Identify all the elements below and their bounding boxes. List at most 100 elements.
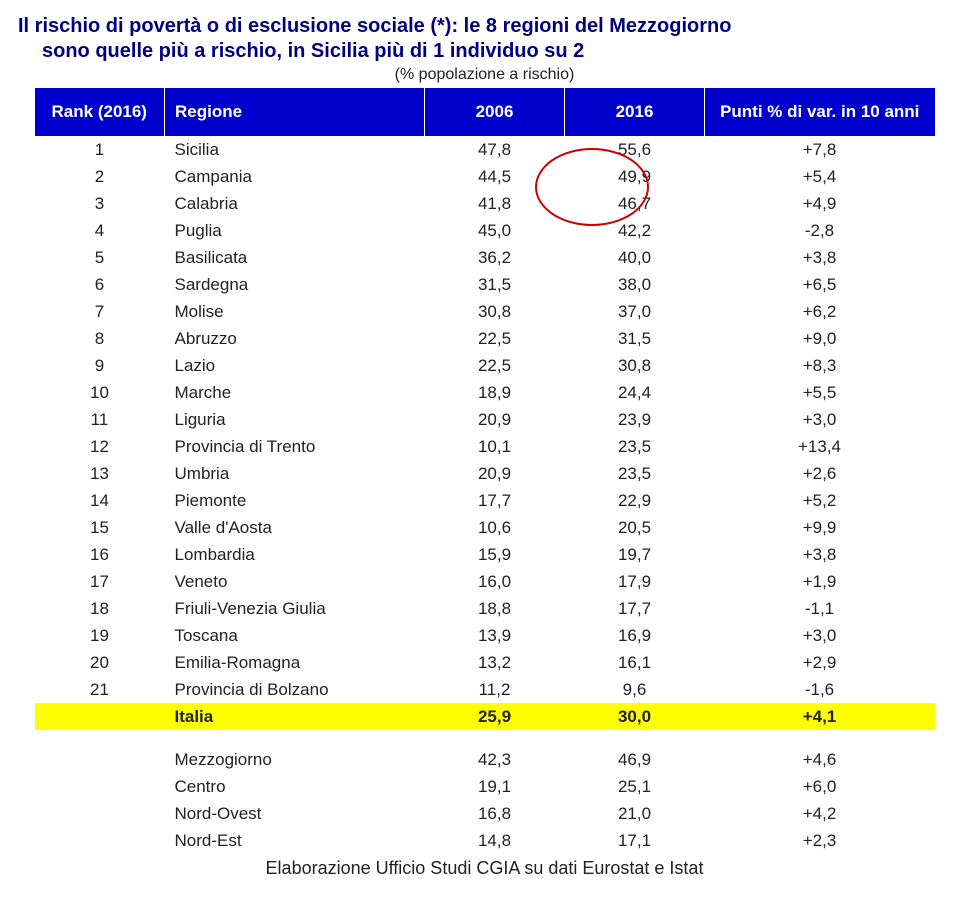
cell-y2006: 31,5: [425, 271, 565, 298]
cell-y2016: 21,0: [565, 800, 705, 827]
cell-delta: +9,9: [705, 514, 935, 541]
cell-y2016: 30,8: [565, 352, 705, 379]
cell-y2006: 22,5: [425, 325, 565, 352]
table-row: 16Lombardia15,919,7+3,8: [35, 541, 935, 568]
cell-region: Abruzzo: [165, 325, 425, 352]
spacer-row: [35, 730, 935, 746]
table-row: 14Piemonte17,722,9+5,2: [35, 487, 935, 514]
title-block: Il rischio di povertà o di esclusione so…: [18, 14, 951, 64]
col-header-delta: Punti % di var. in 10 anni: [705, 88, 935, 136]
cell-y2006: 15,9: [425, 541, 565, 568]
cell-region: Provincia di Trento: [165, 433, 425, 460]
cell-y2016: 22,9: [565, 487, 705, 514]
table-row: 1Sicilia47,855,6+7,8: [35, 136, 935, 163]
cell-y2006: 13,2: [425, 649, 565, 676]
cell-region: Calabria: [165, 190, 425, 217]
cell-delta: +13,4: [705, 433, 935, 460]
cell-region: Emilia-Romagna: [165, 649, 425, 676]
cell-y2016: 16,9: [565, 622, 705, 649]
table-row: 17Veneto16,017,9+1,9: [35, 568, 935, 595]
col-header-rank: Rank (2016): [35, 88, 165, 136]
cell-y2016: 17,1: [565, 827, 705, 854]
table-row: 21Provincia di Bolzano11,29,6-1,6: [35, 676, 935, 703]
cell-region: Centro: [165, 773, 425, 800]
table-row: Italia25,930,0+4,1: [35, 703, 935, 730]
cell-region: Piemonte: [165, 487, 425, 514]
cell-delta: +4,6: [705, 746, 935, 773]
col-header-region: Regione: [165, 88, 425, 136]
cell-rank: [35, 746, 165, 773]
cell-rank: 19: [35, 622, 165, 649]
cell-y2006: 22,5: [425, 352, 565, 379]
cell-y2016: 49,9: [565, 163, 705, 190]
cell-region: Puglia: [165, 217, 425, 244]
cell-region: Italia: [165, 703, 425, 730]
cell-delta: +8,3: [705, 352, 935, 379]
cell-rank: 18: [35, 595, 165, 622]
cell-rank: [35, 800, 165, 827]
cell-y2006: 16,0: [425, 568, 565, 595]
cell-delta: +5,2: [705, 487, 935, 514]
table-row: 18Friuli-Venezia Giulia18,817,7-1,1: [35, 595, 935, 622]
cell-delta: +9,0: [705, 325, 935, 352]
cell-region: Liguria: [165, 406, 425, 433]
table-row: 2Campania44,549,9+5,4: [35, 163, 935, 190]
cell-y2016: 17,7: [565, 595, 705, 622]
cell-region: Mezzogiorno: [165, 746, 425, 773]
cell-delta: +6,5: [705, 271, 935, 298]
cell-region: Sardegna: [165, 271, 425, 298]
cell-y2006: 10,1: [425, 433, 565, 460]
table-row: 20Emilia-Romagna13,216,1+2,9: [35, 649, 935, 676]
cell-y2016: 17,9: [565, 568, 705, 595]
cell-y2006: 20,9: [425, 406, 565, 433]
cell-y2016: 38,0: [565, 271, 705, 298]
table-row: Centro19,125,1+6,0: [35, 773, 935, 800]
table-row: 11Liguria20,923,9+3,0: [35, 406, 935, 433]
table-row: 5Basilicata36,240,0+3,8: [35, 244, 935, 271]
header-row: Rank (2016) Regione 2006 2016 Punti % di…: [35, 88, 935, 136]
cell-rank: 20: [35, 649, 165, 676]
cell-delta: +7,8: [705, 136, 935, 163]
cell-y2006: 16,8: [425, 800, 565, 827]
cell-region: Provincia di Bolzano: [165, 676, 425, 703]
cell-delta: -1,6: [705, 676, 935, 703]
cell-delta: +6,2: [705, 298, 935, 325]
table-row: 10Marche18,924,4+5,5: [35, 379, 935, 406]
title-line-1: Il rischio di povertà o di esclusione so…: [18, 14, 951, 39]
cell-rank: 6: [35, 271, 165, 298]
cell-rank: [35, 827, 165, 854]
table-row: 8Abruzzo22,531,5+9,0: [35, 325, 935, 352]
cell-rank: 7: [35, 298, 165, 325]
cell-y2006: 41,8: [425, 190, 565, 217]
cell-rank: 4: [35, 217, 165, 244]
cell-region: Lombardia: [165, 541, 425, 568]
cell-rank: 8: [35, 325, 165, 352]
cell-delta: +5,5: [705, 379, 935, 406]
cell-delta: +3,8: [705, 244, 935, 271]
cell-rank: 5: [35, 244, 165, 271]
cell-rank: 14: [35, 487, 165, 514]
table-row: 6Sardegna31,538,0+6,5: [35, 271, 935, 298]
cell-y2016: 55,6: [565, 136, 705, 163]
cell-y2016: 16,1: [565, 649, 705, 676]
table-row: 13Umbria20,923,5+2,6: [35, 460, 935, 487]
cell-y2006: 45,0: [425, 217, 565, 244]
cell-y2006: 17,7: [425, 487, 565, 514]
title-line-2: sono quelle più a rischio, in Sicilia pi…: [18, 39, 951, 64]
cell-rank: 3: [35, 190, 165, 217]
cell-rank: 15: [35, 514, 165, 541]
cell-region: Marche: [165, 379, 425, 406]
table-row: Nord-Ovest16,821,0+4,2: [35, 800, 935, 827]
cell-region: Friuli-Venezia Giulia: [165, 595, 425, 622]
cell-delta: -2,8: [705, 217, 935, 244]
cell-rank: 17: [35, 568, 165, 595]
cell-region: Basilicata: [165, 244, 425, 271]
subtitle: (% popolazione a rischio): [18, 66, 951, 84]
cell-region: Lazio: [165, 352, 425, 379]
cell-y2006: 47,8: [425, 136, 565, 163]
cell-y2016: 24,4: [565, 379, 705, 406]
cell-region: Toscana: [165, 622, 425, 649]
cell-y2006: 20,9: [425, 460, 565, 487]
cell-y2016: 25,1: [565, 773, 705, 800]
table-row: 7Molise30,837,0+6,2: [35, 298, 935, 325]
